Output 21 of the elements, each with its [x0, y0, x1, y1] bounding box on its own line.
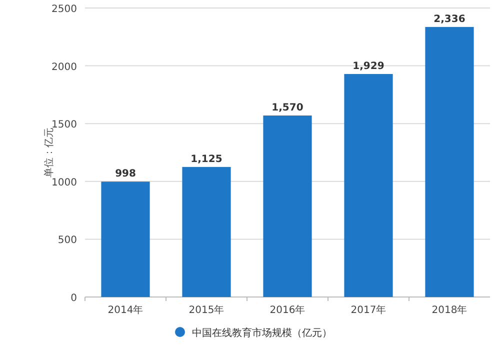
x-tick-label: 2016年 — [270, 304, 306, 316]
y-tick-label: 1000 — [52, 177, 77, 188]
bar — [182, 166, 231, 297]
y-tick-label: 0 — [70, 293, 77, 304]
y-tick-label: 500 — [58, 235, 77, 246]
data-label: 998 — [115, 168, 136, 180]
x-tick-label: 2014年 — [108, 304, 144, 316]
y-tick-label: 2000 — [52, 62, 77, 73]
bar — [263, 116, 312, 297]
bar — [344, 74, 393, 297]
data-label: 1,125 — [190, 154, 222, 165]
data-label: 1,570 — [272, 102, 304, 114]
bar — [101, 182, 150, 297]
y-tick-label: 2500 — [52, 4, 77, 15]
x-tick-label: 2017年 — [350, 304, 386, 316]
bar — [425, 26, 474, 297]
legend-label: 中国在线教育市场规模（亿元） — [192, 327, 332, 339]
x-tick-label: 2018年 — [432, 304, 468, 316]
x-tick-label: 2015年 — [188, 304, 224, 316]
data-label: 2,336 — [434, 14, 466, 25]
data-label: 1,929 — [352, 61, 384, 72]
